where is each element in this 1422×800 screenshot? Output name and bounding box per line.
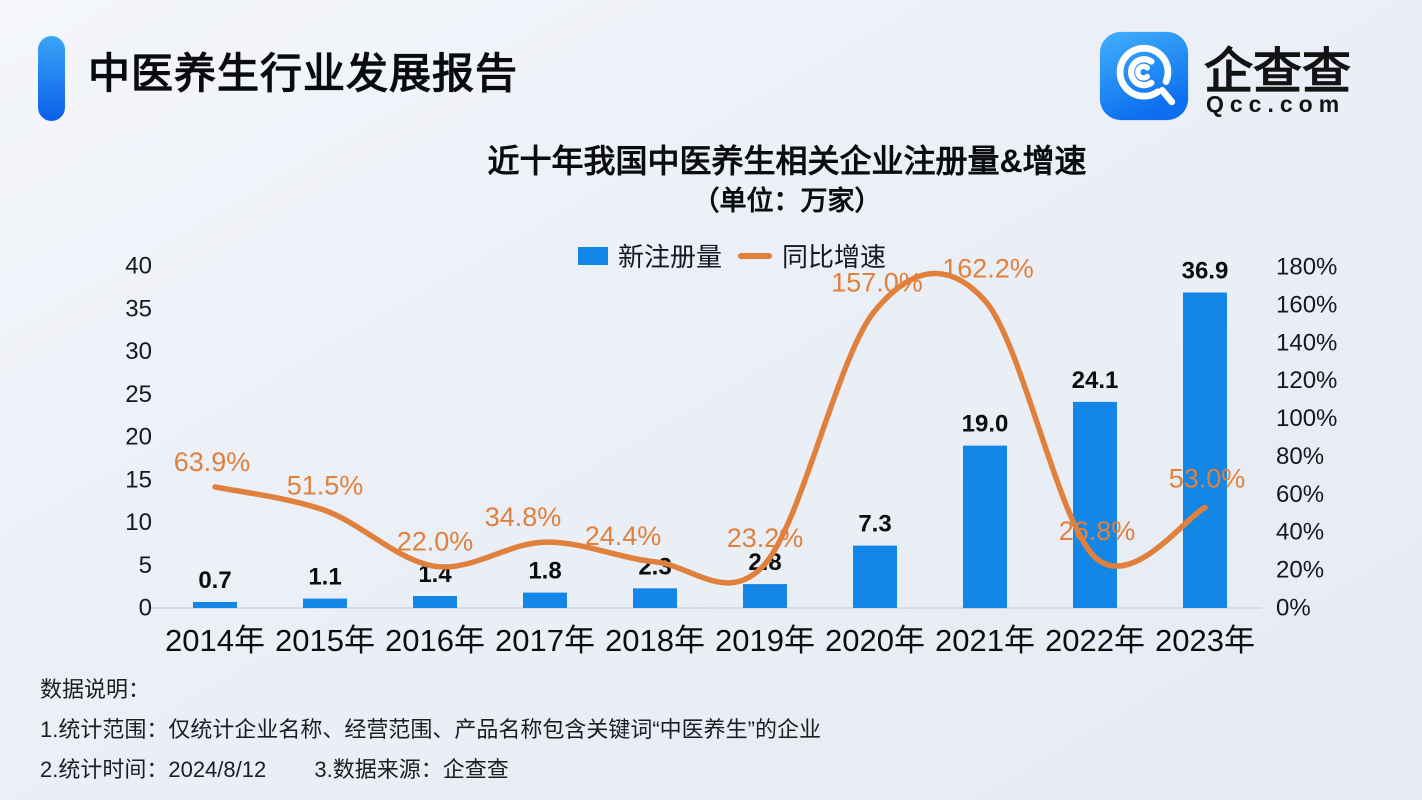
bar-value-label: 7.3 [858,511,891,538]
x-axis-label: 2014年 [165,623,265,658]
x-axis-label: 2017年 [495,623,595,658]
bar-2021年 [963,445,1007,609]
right-axis-tick: 60% [1276,481,1324,508]
right-axis-tick: 100% [1276,405,1337,432]
growth-value-label: 22.0% [397,526,474,556]
brand-domain: Qcc.com [1206,91,1346,117]
note-time: 2.统计时间：2024/8/12 [40,757,267,782]
right-axis-tick: 120% [1276,367,1337,394]
x-axis-label: 2021年 [935,623,1035,658]
left-axis-tick: 5 [139,552,152,579]
growth-value-label: 26.8% [1059,516,1136,546]
x-axis-label: 2020年 [825,623,925,658]
growth-value-label: 162.2% [942,254,1034,284]
growth-value-label: 53.0% [1169,464,1246,494]
x-axis-label: 2019年 [715,623,815,658]
right-axis-tick: 80% [1276,443,1324,470]
growth-value-label: 157.0% [831,268,923,298]
note-scope: 1.统计范围：仅统计企业名称、经营范围、产品名称包含关键词“中医养生”的企业 [40,717,822,742]
left-axis-tick: 35 [125,295,152,322]
left-axis-tick: 10 [125,509,152,536]
right-axis-tick: 0% [1276,595,1311,622]
growth-value-label: 34.8% [485,502,562,532]
right-axis-tick: 40% [1276,519,1324,546]
left-axis-tick: 30 [125,338,152,365]
right-axis-tick: 180% [1276,254,1337,281]
left-axis-tick: 15 [125,466,152,493]
bar-2023年 [1183,292,1227,608]
report-title: 中医养生行业发展报告 [88,50,519,97]
qcc-logo-icon [1098,30,1190,122]
bar-2018年 [633,588,677,608]
bar-2019年 [743,584,787,608]
left-axis-tick: 25 [125,381,152,408]
chart-title: 近十年我国中医养生相关企业注册量&增速 [487,143,1087,179]
qcc-logo-glyph [1099,31,1189,121]
bar-value-label: 19.0 [962,411,1009,438]
legend-line-swatch [738,252,772,259]
bar-2020年 [853,545,897,608]
bar-2016年 [413,596,457,608]
bar-2017年 [523,592,567,608]
bar-value-label: 1.1 [308,564,341,591]
bar-2022年 [1073,401,1117,608]
bar-value-label: 24.1 [1072,367,1119,394]
left-axis-tick: 20 [125,424,152,451]
growth-value-label: 63.9% [174,447,251,477]
note-source: 3.数据来源：企查查 [314,757,509,782]
legend-line-label: 同比增速 [782,242,887,272]
bar-value-label: 1.8 [528,558,561,585]
right-axis-tick: 140% [1276,329,1337,356]
x-axis-label: 2016年 [385,623,485,658]
header-accent-bar [38,36,65,121]
growth-value-label: 23.2% [727,523,804,553]
x-axis-label: 2018年 [605,623,705,658]
bar-value-label: 36.9 [1182,258,1229,285]
left-axis-tick: 40 [125,253,152,280]
bar-2015年 [303,598,347,608]
brand-name: 企查查 [1204,45,1352,99]
legend-bar-label: 新注册量 [617,242,722,272]
notes-heading: 数据说明： [40,677,151,702]
chart-subtitle: （单位：万家） [692,186,882,216]
x-axis-label: 2023年 [1155,623,1255,658]
legend-bar-swatch [577,246,608,265]
x-axis-label: 2022年 [1045,623,1145,658]
growth-value-label: 24.4% [585,521,662,551]
growth-line [212,270,1208,586]
note-row: 2.统计时间：2024/8/12 3.数据来源：企查查 [40,752,509,784]
bar-2014年 [193,602,237,608]
bar-value-label: 0.7 [198,567,231,594]
left-axis-tick: 0 [139,595,152,622]
right-axis-tick: 160% [1276,291,1337,318]
growth-value-label: 51.5% [287,470,364,500]
chart-legend: 新注册量 同比增速 [577,237,887,274]
right-axis-tick: 20% [1276,557,1324,584]
x-axis-label: 2015年 [275,623,375,658]
